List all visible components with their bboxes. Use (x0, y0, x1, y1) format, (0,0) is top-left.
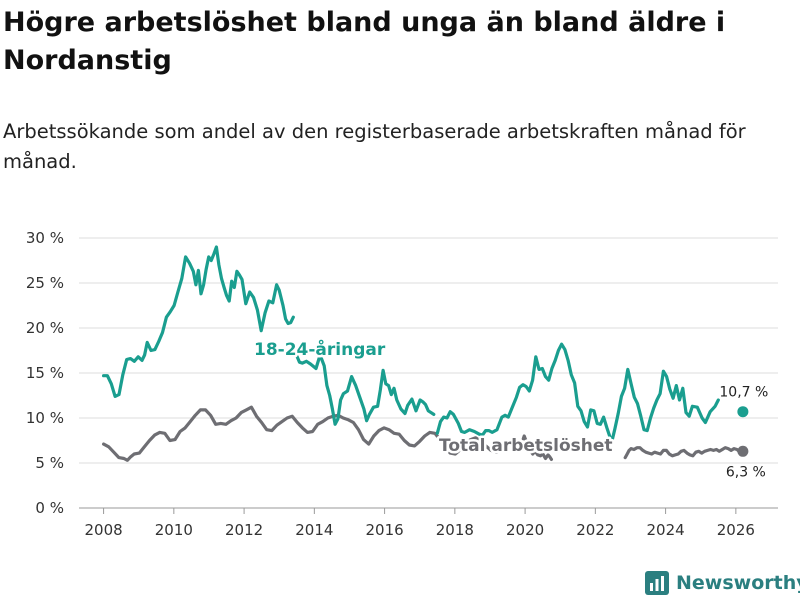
series-line-total (623, 446, 745, 460)
x-tick-label: 2018 (436, 521, 474, 539)
x-tick-label: 2022 (576, 521, 614, 539)
x-axis: 2008 2010 2012 2014 2016 2018 2020 2022 2024 2026 (84, 508, 755, 539)
x-tick-label: 2026 (717, 521, 755, 539)
series-label-total: Total arbetslöshet (439, 436, 613, 456)
end-marker-total (737, 445, 749, 457)
y-tick-label: 25 % (26, 274, 64, 292)
series-line-total (521, 434, 553, 461)
series-line-total (102, 405, 524, 462)
x-tick-label: 2016 (365, 521, 403, 539)
series-lines (102, 245, 745, 462)
end-markers: 10,7 % 6,3 % (717, 383, 770, 483)
y-tick-label: 0 % (35, 499, 64, 517)
series-label-total-halo: Total arbetslöshet (439, 436, 613, 456)
series-line-youth (435, 342, 720, 444)
end-label-total: 6,3 % (726, 464, 766, 480)
chart-subtitle: Arbetssökande som andel av den registerb… (3, 120, 746, 173)
y-tick-label: 5 % (35, 454, 64, 472)
x-tick-label: 2014 (295, 521, 333, 539)
end-label-youth: 10,7 % (719, 385, 768, 401)
chart-title: Högre arbetslöshet bland unga än bland ä… (3, 7, 726, 76)
series-label-youth: 18-24-åringar (254, 338, 386, 360)
series-label-youth-halo: 18-24-åringar (254, 338, 386, 360)
y-axis-ticks: 0 % 5 % 10 % 15 % 20 % 25 % 30 % (26, 229, 64, 517)
y-grid (79, 237, 778, 509)
series-line-youth (295, 353, 436, 426)
x-tick-label: 2012 (225, 521, 263, 539)
y-tick-label: 15 % (26, 364, 64, 382)
y-tick-label: 30 % (26, 229, 64, 247)
y-tick-label: 20 % (26, 319, 64, 337)
end-marker-youth (737, 406, 749, 418)
series-line-youth (102, 245, 295, 398)
x-tick-label: 2024 (647, 521, 685, 539)
x-tick-label: 2008 (84, 521, 122, 539)
x-tick-label: 2020 (506, 521, 544, 539)
y-tick-label: 10 % (26, 409, 64, 427)
brand-name: Newsworthy (676, 572, 800, 594)
newsworthy-logo-icon (645, 571, 669, 595)
x-tick-label: 2010 (155, 521, 193, 539)
brand[interactable]: Newsworthy (645, 568, 800, 598)
